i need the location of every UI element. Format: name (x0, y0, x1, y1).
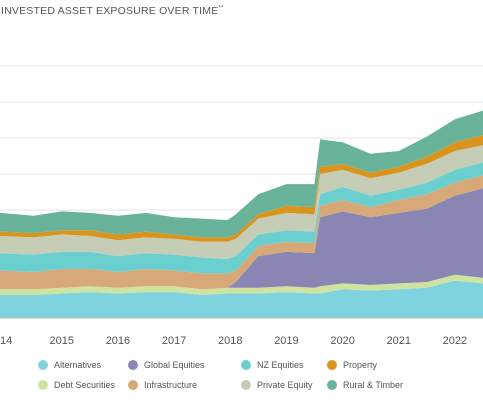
legend-swatch (128, 380, 138, 390)
x-tick-label: 2022 (443, 335, 467, 347)
legend-swatch (128, 360, 138, 370)
legend-swatch (38, 380, 48, 390)
x-tick-label: 2015 (50, 335, 74, 347)
legend-item-nz-equities: NZ Equities (241, 360, 304, 370)
legend-item-rural-timber: Rural & Timber (327, 380, 403, 390)
legend-label: Global Equities (144, 360, 205, 370)
area-alternatives (0, 280, 483, 318)
legend-label: Rural & Timber (343, 380, 404, 390)
legend-swatch (241, 380, 251, 390)
legend-item-property: Property (327, 360, 377, 370)
area-debt-securities (0, 274, 483, 295)
x-tick-label: 2018 (218, 335, 242, 347)
legend-item-alternatives: Alternatives (38, 360, 101, 370)
chart-title: INVESTED ASSET EXPOSURE OVER TIME** (1, 5, 224, 17)
legend-label: Alternatives (54, 360, 102, 370)
x-tick-label: 14 (0, 335, 12, 347)
legend-item-debt-securities: Debt Securities (38, 380, 115, 390)
legend-item-private-equity: Private Equity (241, 380, 313, 390)
x-tick-label: 2017 (162, 335, 186, 347)
legend-item-infrastructure: Infrastructure (128, 380, 197, 390)
legend-label: Infrastructure (144, 380, 198, 390)
legend-item-global-equities: Global Equities (128, 360, 205, 370)
chart-legend: Alternatives Global Equities NZ Equities Pr… (0, 358, 483, 403)
legend-swatch (327, 380, 337, 390)
x-tick-label: 2016 (106, 335, 130, 347)
legend-swatch (38, 360, 48, 370)
x-tick-label: 2019 (274, 335, 298, 347)
legend-label: Property (343, 360, 378, 370)
area-infrastructure (0, 175, 483, 290)
legend-label: NZ Equities (257, 360, 304, 370)
chart-plot: 14 2015 2016 2017 2018 2019 2020 2021 2022 (0, 65, 483, 347)
x-tick-label: 2020 (330, 335, 354, 347)
legend-label: Debt Securities (54, 380, 116, 390)
area-global-equities (0, 188, 483, 290)
area-nz-equities (0, 162, 483, 274)
legend-swatch (241, 360, 251, 370)
legend-swatch (327, 360, 337, 370)
area-rural-timber (0, 110, 483, 238)
legend-label: Private Equity (257, 380, 313, 390)
x-tick-label: 2021 (387, 335, 411, 347)
area-private-equity (0, 145, 483, 259)
